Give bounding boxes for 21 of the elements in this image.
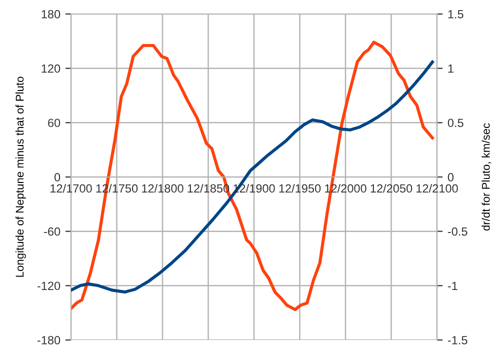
y2-tick-label: -1.5: [448, 336, 468, 344]
x-tick-label: 12/1950: [279, 184, 321, 193]
y2-tick-label: 0: [448, 173, 454, 182]
y2-tick-label: -0.5: [448, 227, 468, 236]
y2-tick-label: -1: [448, 282, 458, 290]
x-tick-label: 12/2100: [416, 184, 458, 193]
x-tick-label: 12/2050: [370, 184, 412, 193]
y-tick-label: -180: [37, 336, 60, 344]
y2-tick-label: 1: [448, 64, 454, 73]
x-tick-label: 12/1800: [142, 184, 184, 193]
y-tick-label: 180: [42, 10, 60, 18]
x-tick-label: 12/1700: [50, 184, 92, 193]
y2-tick-label: 1.5: [448, 10, 464, 18]
y-tick-label: -60: [44, 227, 60, 236]
y-tick-label: 0: [54, 173, 60, 182]
y-tick-label: 60: [48, 118, 60, 128]
y-axis-title: Longitude of Neptune minus that of Pluto: [15, 76, 26, 277]
y-tick-label: -120: [37, 282, 60, 290]
y-tick-label: 120: [42, 64, 60, 73]
y2-tick-label: 0.5: [448, 118, 464, 128]
y2-axis-title: dr/dt for Pluto, km/sec: [482, 123, 492, 231]
